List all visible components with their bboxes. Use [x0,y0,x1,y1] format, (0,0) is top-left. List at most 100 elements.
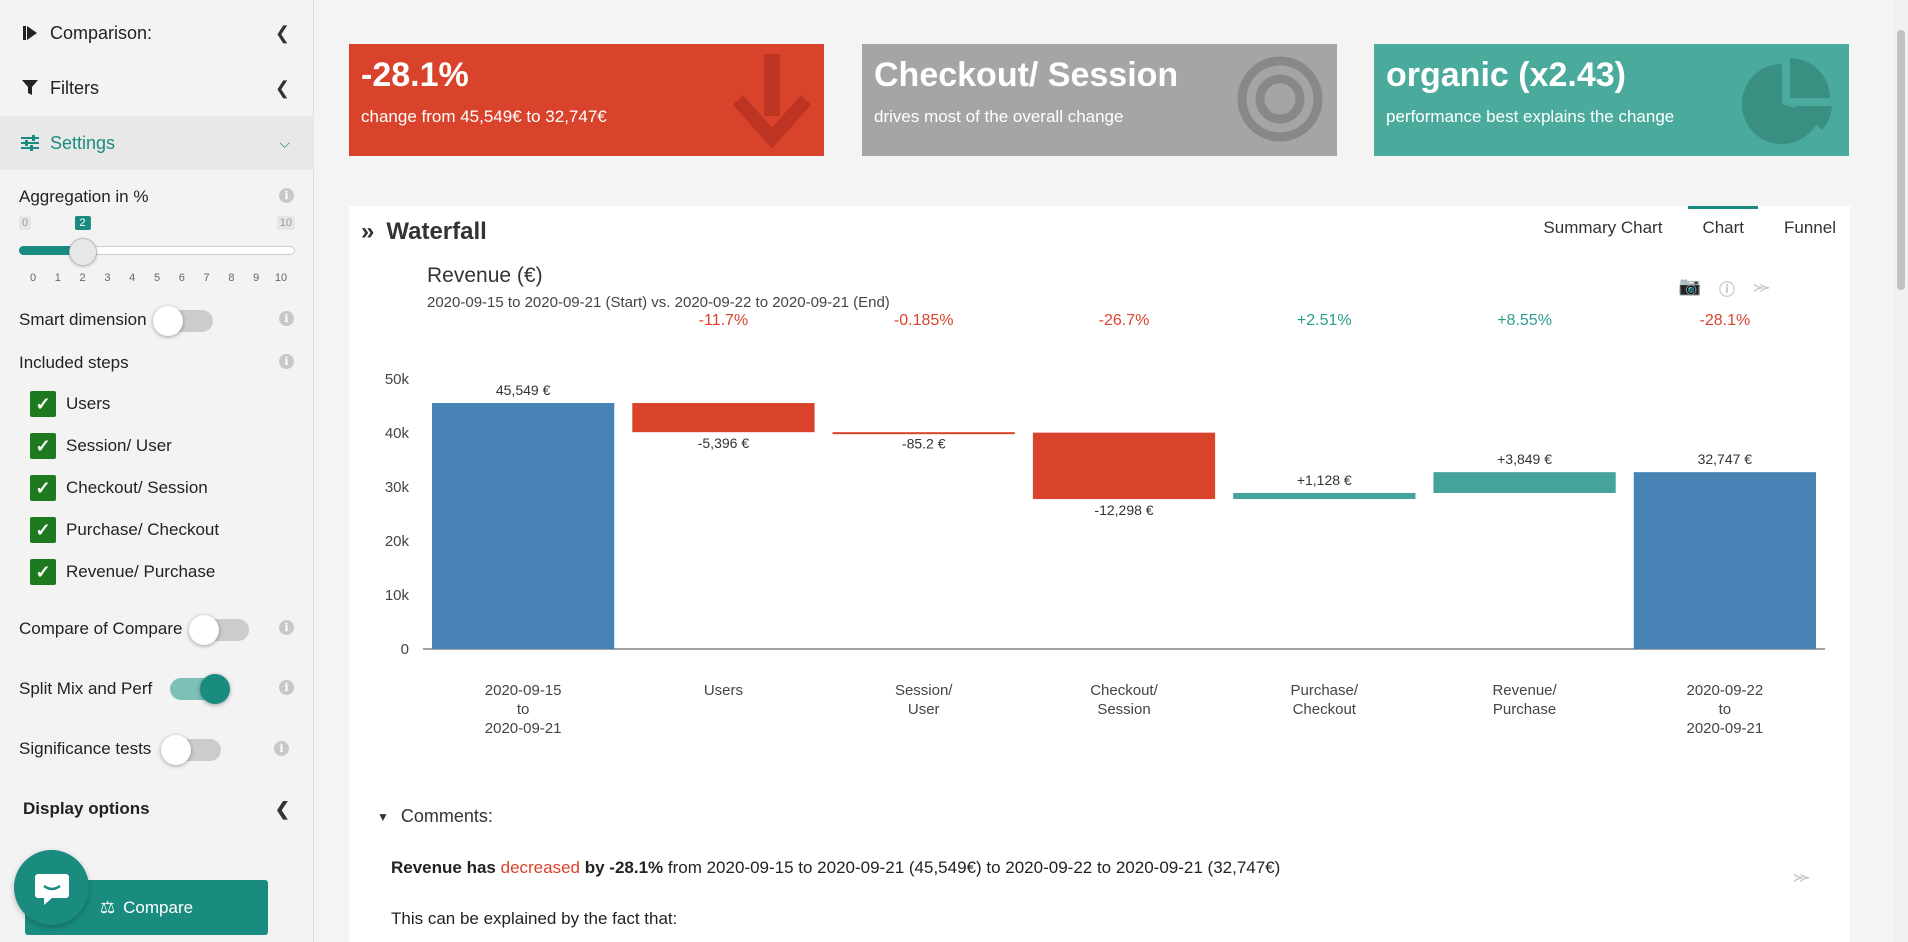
x-category-label-line: 2020-09-21 [1686,720,1763,737]
bar-value-label: -85.2 € [902,436,946,452]
page-scrollbar[interactable] [1894,0,1908,942]
step-label: Users [66,394,111,413]
kpi-card-segment: organic (x2.43) performance best explain… [1374,44,1849,156]
scrollbar-thumb[interactable] [1897,30,1905,290]
share-icon[interactable]: ⪼ [1792,866,1810,886]
chevron-down-icon: ⌵ [279,134,290,151]
x-category-label-line: Checkout [1293,701,1357,718]
aggregation-label: Aggregation in % [19,187,149,206]
sidebar: Comparison: ❮ Filters ❮ Settings ⌵ Aggre… [0,0,314,942]
slider-handle[interactable] [68,238,97,266]
slider-tick-label: 7 [203,272,210,284]
slider-min-label: 0 [19,216,32,230]
filters-label: Filters [50,77,99,98]
comments-toggle[interactable]: ▼ Comments: [377,806,493,827]
compare-of-compare-toggle[interactable] [189,615,249,645]
slider-fill [19,246,83,255]
info-icon[interactable]: i [279,188,294,203]
chevron-left-icon: ❮ [274,798,290,819]
slider-tick-label: 0 [29,272,37,284]
y-tick-label: 30k [385,479,410,496]
info-icon[interactable]: i [279,311,294,326]
chevron-left-icon: ❮ [274,77,290,98]
step-checkbox-purchase-checkout[interactable]: ✓ Purchase/ Checkout [30,517,219,543]
waterfall-bar [1233,492,1416,500]
x-category-label-line: Users [704,682,743,699]
x-category-label-line: Checkout/ [1090,682,1158,699]
share-icon[interactable]: ⪼ [1752,276,1770,296]
scale-icon: ⚖ [99,897,116,917]
comment-amount: by -28.1% [580,858,664,877]
slider-tick-label: 9 [253,272,260,284]
x-category-label-line: Purchase [1493,701,1556,718]
chart-tabs: Summary Chart Chart Funnel [1517,206,1850,250]
smart-dimension-toggle[interactable] [153,306,213,336]
split-mix-perf-label: Split Mix and Perf [19,679,153,698]
step-checkbox-session-user[interactable]: ✓ Session/ User [30,433,172,459]
step-label: Session/ User [66,436,172,455]
pct-change-label: -11.7% [699,314,749,329]
filters-section-header[interactable]: Filters ❮ [0,61,314,115]
x-category-label-line: 2020-09-15 [485,682,562,699]
bar-value-label: +1,128 € [1297,472,1352,488]
x-category-label-line: User [908,701,940,718]
camera-icon[interactable]: 📷 [1678,276,1701,296]
comment-decreased: decreased [500,858,580,877]
settings-section-header[interactable]: Settings ⌵ [0,116,314,170]
toggle-knob [189,615,219,645]
x-category-label: 2020-09-22 to 2020-09-21 [1686,682,1763,737]
info-icon[interactable]: i [279,354,294,369]
x-category-label: Users [704,682,743,699]
slider-tick-label: 6 [178,272,185,284]
step-label: Checkout/ Session [66,478,208,497]
x-category-label-line: Purchase/ [1291,682,1359,699]
chat-widget-button[interactable] [14,850,89,925]
pct-change-label: -28.1% [1700,314,1751,329]
x-category-label: Session/User [895,682,953,718]
tab-chart[interactable]: Chart [1688,206,1759,250]
info-icon[interactable]: ⓘ [1718,280,1735,299]
toggle-knob [200,674,230,704]
kpi-card-driver: Checkout/ Session drives most of the ove… [862,44,1337,156]
info-icon[interactable]: i [279,680,294,695]
y-tick-label: 40k [385,425,410,442]
toggle-knob [153,306,183,336]
slider-tick-label: 10 [274,272,288,284]
info-icon[interactable]: i [274,741,289,756]
step-checkbox-users[interactable]: ✓ Users [30,391,110,417]
step-forward-icon [20,25,40,41]
significance-tests-toggle[interactable] [161,735,221,765]
kpi-value: -28.1% [361,56,469,94]
chat-icon [34,873,69,905]
display-options-label: Display options [23,799,150,818]
checkmark-icon: ✓ [30,475,56,501]
x-category-label: Purchase/Checkout [1291,682,1359,718]
waterfall-panel: » Waterfall Summary Chart Chart Funnel R… [349,206,1850,942]
pct-change-label: -0.185% [894,314,954,329]
significance-tests-label: Significance tests [19,739,152,758]
waterfall-bar [1032,432,1216,500]
checkmark-icon: ✓ [30,559,56,585]
comparison-section-header[interactable]: Comparison: ❮ [0,6,314,60]
step-checkbox-revenue-purchase[interactable]: ✓ Revenue/ Purchase [30,559,215,585]
comment-explanation: This can be explained by the fact that: [391,909,678,928]
chart-subtitle: 2020-09-15 to 2020-09-21 (Start) vs. 202… [427,294,890,311]
tab-summary-chart[interactable]: Summary Chart [1543,218,1663,237]
display-options-section-header[interactable]: Display options ❮ [0,782,314,836]
step-checkbox-checkout-session[interactable]: ✓ Checkout/ Session [30,475,208,501]
kpi-description: drives most of the overall change [874,107,1124,126]
info-icon[interactable]: i [279,620,294,635]
bar-value-label: -12,298 € [1094,502,1153,518]
included-steps-label: Included steps [19,353,129,372]
comparison-label: Comparison: [50,22,153,43]
tab-funnel[interactable]: Funnel [1784,218,1836,237]
y-tick-label: 10k [385,587,410,604]
arrow-down-icon [732,54,812,149]
slider-max-label: 10 [276,216,295,230]
aggregation-slider[interactable]: 0 10 2 0 1 2 3 4 5 6 7 8 9 10 [19,216,295,286]
compare-button-label: Compare [123,897,194,917]
step-label: Purchase/ Checkout [66,520,220,539]
slider-tick-label: 4 [129,272,136,284]
x-category-label-line: to [517,701,530,718]
split-mix-perf-toggle[interactable] [170,674,230,704]
